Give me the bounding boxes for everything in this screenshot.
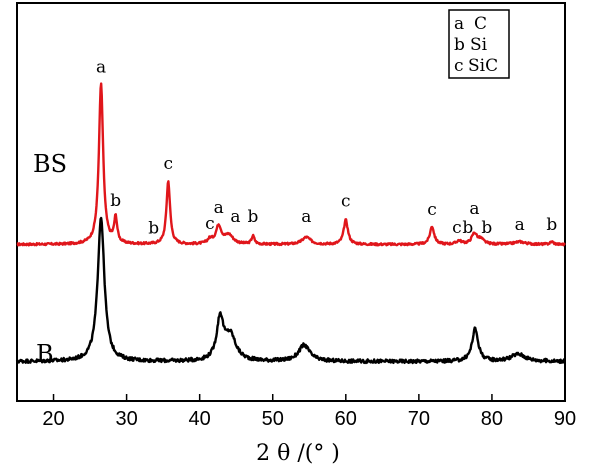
series-line-bs [16, 82, 566, 247]
x-tick-label-50: 50 [262, 408, 284, 430]
series-line-b [15, 216, 566, 365]
x-axis-ticks: 20 30 40 50 60 70 80 90 [42, 394, 576, 430]
x-tick-label-90: 90 [554, 408, 576, 430]
peak-label-c: c [163, 154, 173, 174]
peak-label-a: a [214, 198, 224, 218]
legend-phase-c: C [474, 14, 487, 34]
peak-label-a: a [301, 207, 311, 227]
x-tick-label-80: 80 [481, 408, 503, 430]
legend-key-b: b [454, 35, 465, 55]
legend-phase-si: Si [470, 35, 488, 55]
peak-label-a: a [515, 215, 525, 235]
peak-label-c: c [452, 218, 462, 238]
peak-label-c: c [205, 214, 215, 234]
series-layer [15, 82, 566, 365]
x-tick-label-20: 20 [42, 408, 64, 430]
legend-box [448, 9, 510, 79]
peak-label-a: a [230, 207, 240, 227]
peak-label-a: a [96, 58, 106, 78]
series-label-b: B [36, 340, 54, 368]
legend: a C b Si c SiC [448, 9, 510, 79]
x-axis-label: 2 θ /(° ) [256, 441, 340, 466]
x-tick-label-70: 70 [408, 408, 430, 430]
peak-label-b: b [110, 191, 121, 211]
plot-frame [16, 2, 566, 402]
peak-label-c: c [341, 192, 351, 212]
x-tick-label-40: 40 [189, 408, 211, 430]
peak-label-b: b [248, 207, 259, 227]
peak-label-b: b [481, 218, 492, 238]
legend-key-c: c [454, 56, 464, 76]
x-tick-label-60: 60 [335, 408, 357, 430]
legend-key-a: a [454, 14, 464, 34]
legend-phase-sic: SiC [468, 56, 498, 76]
peak-label-b: b [148, 219, 159, 239]
peak-label-b: b [546, 215, 557, 235]
peak-label-c: c [427, 200, 437, 220]
peak-label-a: a [469, 199, 479, 219]
x-tick-label-30: 30 [115, 408, 137, 430]
series-label-bs: BS [33, 150, 67, 178]
peak-label-b: b [462, 218, 473, 238]
